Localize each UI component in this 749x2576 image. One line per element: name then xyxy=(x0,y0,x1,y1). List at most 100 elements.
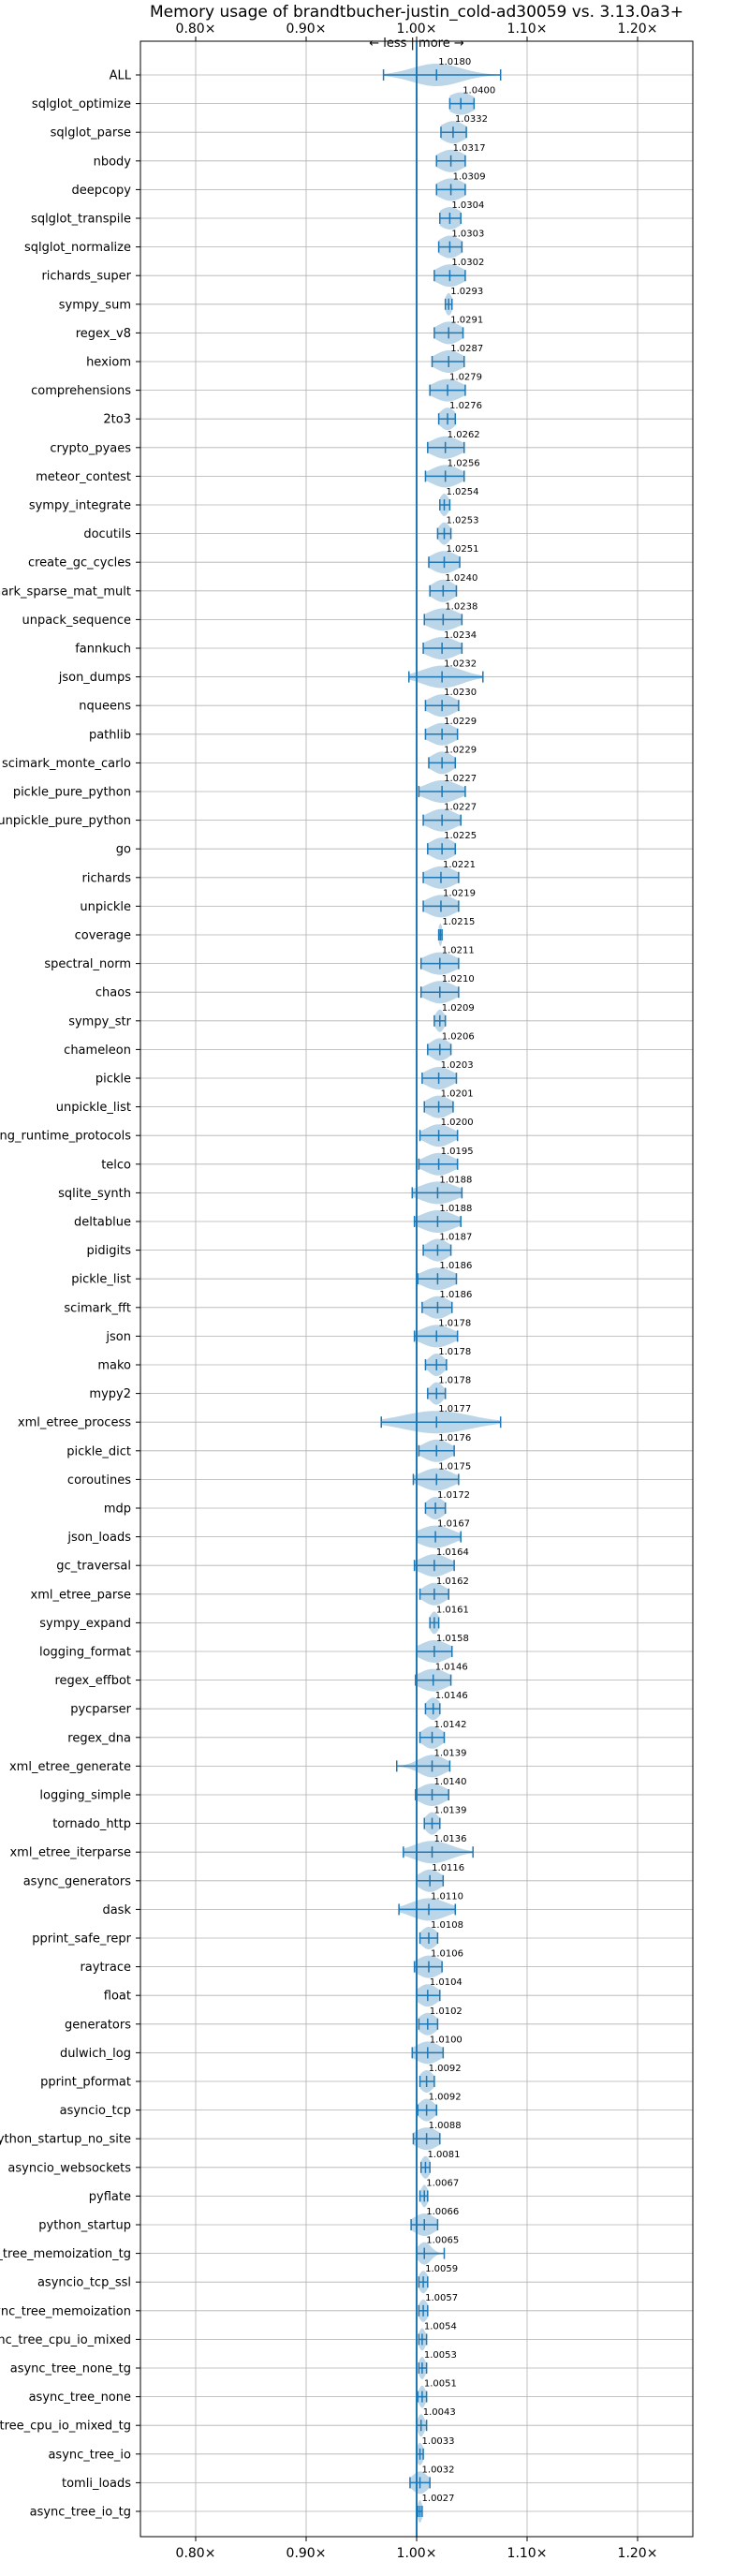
benchmark-value-label: 1.0161 xyxy=(436,1605,469,1615)
chart-title: Memory usage of brandtbucher-justin_cold… xyxy=(150,3,683,22)
benchmark-label: pickle xyxy=(95,1073,131,1087)
benchmark-label: pyflate xyxy=(89,2190,131,2204)
benchmark-label: unpickle_list xyxy=(56,1101,131,1115)
benchmark-label: nbody xyxy=(94,155,132,169)
benchmark-label: fannkuch xyxy=(75,643,131,657)
benchmark-label: deltablue xyxy=(74,1216,131,1230)
benchmark-label: raytrace xyxy=(80,1961,131,1975)
benchmark-label: xml_etree_process xyxy=(18,1416,131,1430)
benchmark-label: sympy_expand xyxy=(39,1617,131,1631)
benchmark-value-label: 1.0180 xyxy=(438,57,471,67)
benchmark-value-label: 1.0279 xyxy=(449,373,482,383)
x-tick-label-top: 1.00× xyxy=(397,22,437,37)
benchmark-label: pathlib xyxy=(89,728,131,742)
benchmark-value-label: 1.0043 xyxy=(423,2407,456,2418)
benchmark-label: tornado_http xyxy=(52,1817,131,1831)
x-tick-label-top: 0.90× xyxy=(286,22,327,37)
benchmark-label: async_tree_memoization xyxy=(0,2304,131,2318)
benchmark-label: unpickle xyxy=(80,900,131,914)
benchmark-value-label: 1.0302 xyxy=(451,258,484,268)
benchmark-value-label: 1.0209 xyxy=(442,1003,475,1014)
benchmark-value-label: 1.0303 xyxy=(451,229,484,240)
benchmark-label: typing_runtime_protocols xyxy=(0,1130,131,1144)
benchmark-label: pprint_safe_repr xyxy=(32,1932,131,1947)
benchmark-value-label: 1.0110 xyxy=(431,1891,463,1902)
benchmark-value-label: 1.0116 xyxy=(432,1863,464,1873)
benchmark-value-label: 1.0230 xyxy=(444,688,477,698)
benchmark-label: deepcopy xyxy=(71,184,131,198)
benchmark-label: float xyxy=(104,1990,131,2004)
benchmark-value-label: 1.0176 xyxy=(438,1433,471,1443)
tick-layer: 0.80× 0.80× 0.90× 0.90× 1.00× 1.00× 1.10× 1.10×… xyxy=(136,22,657,2561)
benchmark-label: async_tree_cpu_io_mixed xyxy=(0,2333,131,2347)
benchmark-value-label: 1.0178 xyxy=(438,1318,471,1328)
benchmark-value-label: 1.0106 xyxy=(431,1949,463,1960)
benchmark-value-label: 1.0108 xyxy=(431,1920,463,1931)
benchmark-value-label: 1.0317 xyxy=(453,143,486,154)
benchmark-value-label: 1.0400 xyxy=(463,86,495,96)
benchmark-label: coverage xyxy=(75,929,131,943)
benchmark-label: sympy_integrate xyxy=(29,499,131,513)
benchmark-label: sympy_sum xyxy=(59,298,131,312)
benchmark-value-label: 1.0140 xyxy=(434,1777,467,1787)
benchmark-value-label: 1.0238 xyxy=(445,601,477,612)
benchmark-value-label: 1.0227 xyxy=(444,774,477,784)
benchmark-label: async_tree_io xyxy=(48,2448,131,2462)
benchmark-label: scimark_fft xyxy=(64,1301,131,1315)
benchmark-label: go xyxy=(116,843,131,857)
benchmark-value-label: 1.0139 xyxy=(434,1806,467,1816)
benchmark-value-label: 1.0309 xyxy=(453,171,486,182)
benchmark-value-label: 1.0178 xyxy=(438,1376,471,1386)
benchmark-value-label: 1.0054 xyxy=(424,2321,457,2332)
benchmark-value-label: 1.0200 xyxy=(441,1118,474,1128)
benchmark-label: meteor_contest xyxy=(36,470,131,484)
benchmark-label: python_startup_no_site xyxy=(0,2133,131,2147)
benchmark-value-label: 1.0059 xyxy=(425,2264,458,2274)
benchmark-label: async_tree_cpu_io_mixed_tg xyxy=(0,2420,131,2434)
benchmark-label: 2to3 xyxy=(103,413,131,427)
x-tick-label-top: 0.80× xyxy=(176,22,216,37)
benchmark-value-label: 1.0304 xyxy=(451,200,484,211)
benchmark-value-label: 1.0332 xyxy=(455,114,488,125)
label-layer: ALL 1.0180 sqlglot_optimize 1.0400 sqlglot_p… xyxy=(0,57,495,2520)
benchmark-value-label: 1.0053 xyxy=(424,2350,457,2361)
benchmark-label: async_tree_memoization_tg xyxy=(0,2247,131,2261)
benchmark-value-label: 1.0088 xyxy=(429,2121,462,2131)
benchmark-label: unpickle_pure_python xyxy=(0,814,131,828)
benchmark-value-label: 1.0146 xyxy=(435,1691,468,1701)
benchmark-label: sqlglot_parse xyxy=(51,126,131,141)
benchmark-label: gc_traversal xyxy=(56,1560,131,1574)
benchmark-label: create_gc_cycles xyxy=(28,556,131,570)
benchmark-value-label: 1.0210 xyxy=(442,974,475,985)
benchmark-label: pickle_pure_python xyxy=(13,786,131,800)
benchmark-label: async_tree_io_tg xyxy=(30,2506,131,2520)
x-tick-label-bottom: 1.20× xyxy=(618,2546,658,2561)
benchmark-value-label: 1.0104 xyxy=(430,1977,463,1988)
benchmark-label: xml_etree_parse xyxy=(31,1588,131,1602)
benchmark-value-label: 1.0142 xyxy=(434,1720,467,1730)
benchmark-value-label: 1.0186 xyxy=(439,1261,472,1271)
benchmark-value-label: 1.0177 xyxy=(438,1404,471,1414)
benchmark-label: sqlite_synth xyxy=(58,1187,131,1201)
benchmark-label: python_startup xyxy=(38,2219,131,2233)
benchmark-value-label: 1.0203 xyxy=(441,1060,474,1071)
benchmark-value-label: 1.0032 xyxy=(422,2465,455,2475)
benchmark-label: sympy_str xyxy=(68,1014,131,1029)
benchmark-value-label: 1.0178 xyxy=(438,1347,471,1357)
benchmark-label: json_loads xyxy=(66,1531,131,1545)
direction-annotation: ← less | more → xyxy=(369,37,464,51)
benchmark-label: logging_simple xyxy=(39,1789,131,1803)
benchmark-label: pprint_pformat xyxy=(40,2076,131,2090)
benchmark-value-label: 1.0092 xyxy=(429,2064,462,2074)
benchmark-value-label: 1.0291 xyxy=(450,315,483,325)
benchmark-label: json_dumps xyxy=(58,671,131,685)
benchmark-value-label: 1.0033 xyxy=(422,2436,455,2447)
benchmark-label: chameleon xyxy=(64,1044,131,1058)
benchmark-label: scimark_monte_carlo xyxy=(2,757,131,771)
benchmark-value-label: 1.0139 xyxy=(434,1748,467,1758)
benchmark-label: spectral_norm xyxy=(44,957,131,971)
benchmark-value-label: 1.0081 xyxy=(427,2150,460,2160)
benchmark-value-label: 1.0092 xyxy=(429,2093,462,2103)
x-tick-label-bottom: 1.00× xyxy=(397,2546,437,2561)
benchmark-value-label: 1.0225 xyxy=(444,831,477,841)
